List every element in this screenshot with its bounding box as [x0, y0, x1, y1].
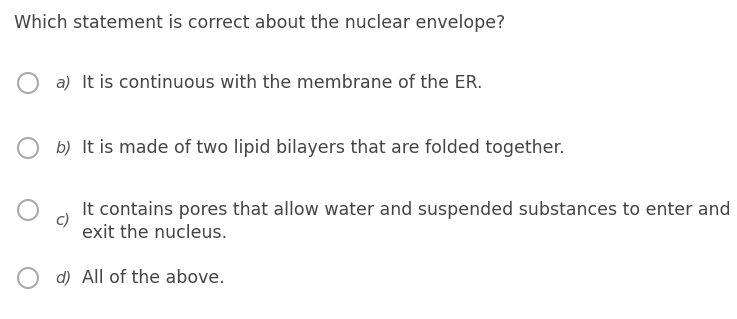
Text: c): c)	[55, 212, 70, 227]
Text: Which statement is correct about the nuclear envelope?: Which statement is correct about the nuc…	[14, 14, 506, 32]
Text: b): b)	[55, 140, 71, 155]
Text: All of the above.: All of the above.	[82, 269, 225, 287]
Text: It is made of two lipid bilayers that are folded together.: It is made of two lipid bilayers that ar…	[82, 139, 565, 157]
Text: exit the nucleus.: exit the nucleus.	[82, 224, 227, 242]
Text: a): a)	[55, 76, 71, 91]
Text: d): d)	[55, 271, 71, 286]
Text: It contains pores that allow water and suspended substances to enter and: It contains pores that allow water and s…	[82, 201, 730, 219]
Text: It is continuous with the membrane of the ER.: It is continuous with the membrane of th…	[82, 74, 483, 92]
